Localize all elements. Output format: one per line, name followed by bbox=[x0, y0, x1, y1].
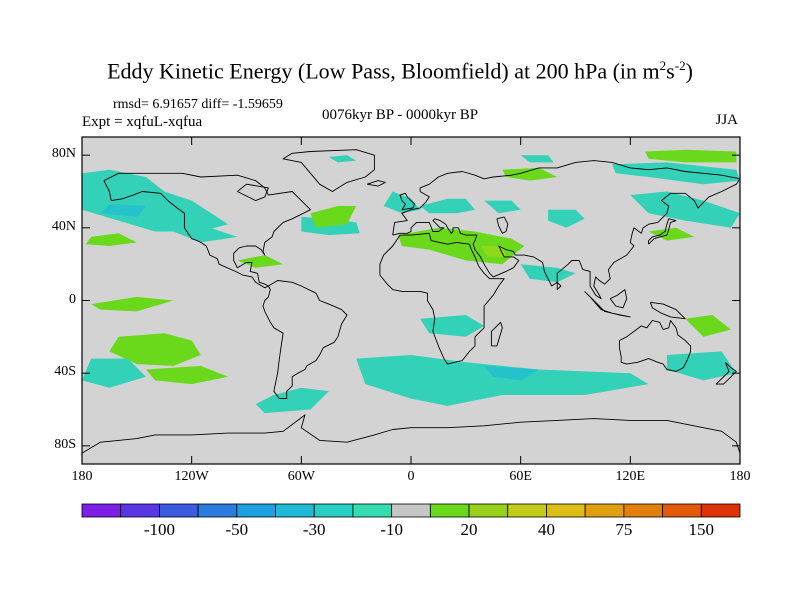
colorbar-box bbox=[313, 503, 354, 518]
anomaly-w-pacific-green bbox=[85, 233, 137, 246]
colorbar-label: -10 bbox=[380, 520, 403, 539]
anomaly-s-pacific-teal bbox=[82, 358, 146, 388]
x-tick-label: 180 bbox=[729, 469, 751, 484]
period-label: 0076kyr BP - 0000kyr BP bbox=[322, 107, 479, 123]
expt-line: Expt = xqfuL-xqfua bbox=[82, 114, 203, 130]
colorbar bbox=[81, 503, 741, 518]
chart-title: Eddy Kinetic Energy (Low Pass, Bloomfiel… bbox=[0, 58, 800, 84]
coastline-caspian bbox=[496, 216, 509, 234]
anomaly-trop-pac-green bbox=[91, 296, 174, 312]
coastline-iceland bbox=[366, 180, 386, 187]
colorbar-box bbox=[662, 503, 702, 518]
anomaly-n-pacific-teal bbox=[82, 169, 229, 232]
colorbar-box bbox=[700, 503, 741, 518]
anomaly-europe-teal bbox=[420, 198, 475, 214]
colorbar-label: 150 bbox=[688, 520, 715, 539]
season-label: JJA bbox=[715, 112, 738, 128]
x-tick-label: 120E bbox=[615, 469, 646, 484]
anomaly-arctic-teal-1 bbox=[328, 155, 357, 163]
x-tick-label: 60E bbox=[509, 469, 532, 484]
coastline-sri-lanka bbox=[556, 281, 562, 290]
anomaly-n-atlantic-green bbox=[310, 206, 357, 228]
title-sup-1: 2 bbox=[659, 58, 667, 73]
colorbar-label: 20 bbox=[460, 520, 478, 539]
anomaly-japan-green bbox=[648, 227, 695, 241]
coastline-new-zealand bbox=[715, 361, 737, 385]
coastline-australia bbox=[618, 320, 692, 372]
anomaly-regions bbox=[82, 149, 740, 414]
anomaly-indian-teal bbox=[520, 264, 576, 283]
colorbar-label: -50 bbox=[225, 520, 249, 539]
colorbar-box bbox=[81, 503, 122, 518]
anomaly-eurasia-green bbox=[502, 167, 558, 181]
coastline-japan bbox=[648, 218, 677, 245]
x-tick-label: 0 bbox=[407, 469, 415, 484]
title-end: ) bbox=[685, 58, 693, 84]
coastline-hudson-bay bbox=[237, 183, 269, 202]
coastline-eurasia bbox=[392, 160, 740, 300]
y-tick-label: 80S bbox=[54, 436, 76, 452]
colorbar-box bbox=[120, 503, 160, 518]
coastline-north-america bbox=[103, 172, 311, 289]
colorbar-box bbox=[159, 503, 199, 518]
colorbar-box bbox=[623, 503, 663, 518]
anomaly-s-pacific-green-1 bbox=[109, 333, 201, 366]
map-background bbox=[82, 137, 740, 464]
coastline-madagascar bbox=[490, 321, 503, 347]
anomaly-e-pacific-teal bbox=[173, 227, 238, 243]
anomaly-s-africa-teal bbox=[420, 315, 485, 337]
anomaly-w-pacific-teal bbox=[630, 191, 740, 228]
y-tick-label: 0 bbox=[69, 291, 76, 307]
anomaly-s-pacific-green-2 bbox=[146, 365, 229, 385]
anomaly-n-pacific-teal-inner bbox=[100, 204, 146, 217]
colorbar-box bbox=[468, 503, 509, 518]
title-text: Eddy Kinetic Energy (Low Pass, Bloomfiel… bbox=[107, 58, 660, 84]
coastline-borneo bbox=[609, 289, 628, 309]
y-tick-label: 40N bbox=[51, 218, 76, 234]
colorbar-box bbox=[352, 503, 393, 518]
coastline-uk bbox=[399, 192, 416, 211]
coastline-africa bbox=[379, 232, 505, 365]
title-sup-2: -2 bbox=[674, 58, 686, 73]
axis-ticks bbox=[81, 137, 741, 464]
colorbar-box bbox=[391, 503, 431, 518]
anomaly-trop-atl-green bbox=[237, 255, 284, 268]
anomaly-siberia-teal bbox=[612, 162, 740, 185]
colorbar-box bbox=[197, 503, 238, 518]
colorbar-box bbox=[584, 503, 625, 518]
y-tick-label: 80N bbox=[51, 146, 76, 162]
x-tick-label: 180 bbox=[71, 469, 93, 484]
x-tick-label: 120W bbox=[174, 469, 209, 484]
coastline-greenland bbox=[282, 149, 375, 192]
y-tick-label: 40S bbox=[54, 364, 76, 380]
colorbar-box bbox=[507, 503, 547, 518]
anomaly-aus-green bbox=[685, 315, 731, 337]
colorbar-label: 75 bbox=[615, 520, 633, 539]
title-unit-s: s bbox=[666, 58, 675, 84]
anomaly-russia-teal bbox=[484, 200, 521, 214]
anomaly-c-asia-teal bbox=[548, 209, 585, 228]
coastline-new-guinea bbox=[649, 301, 686, 320]
colorbar-box bbox=[429, 503, 470, 518]
colorbar-box bbox=[546, 503, 586, 518]
coastline-indonesia bbox=[584, 291, 631, 318]
coastline-south-america bbox=[262, 280, 348, 400]
anomaly-arctic-green bbox=[645, 149, 737, 163]
colorbar-box bbox=[275, 503, 315, 518]
coastline-antarctica bbox=[82, 414, 740, 454]
anomaly-s-atlantic-teal bbox=[356, 355, 649, 406]
anomaly-aus-teal bbox=[666, 351, 737, 381]
coastlines bbox=[82, 149, 740, 454]
colorbar-label: -100 bbox=[143, 520, 175, 539]
anomaly-s-america-teal bbox=[255, 387, 329, 414]
anomaly-arctic-teal-2 bbox=[520, 155, 554, 163]
stats-line: rmsd= 6.91657 diff= -1.59659 bbox=[113, 97, 283, 112]
x-tick-label: 60W bbox=[287, 469, 315, 484]
colorbar-box bbox=[236, 503, 276, 518]
anomaly-s-ocean-teal-inner bbox=[484, 365, 539, 381]
colorbar-label: 40 bbox=[537, 520, 555, 539]
colorbar-label: -30 bbox=[302, 520, 326, 539]
